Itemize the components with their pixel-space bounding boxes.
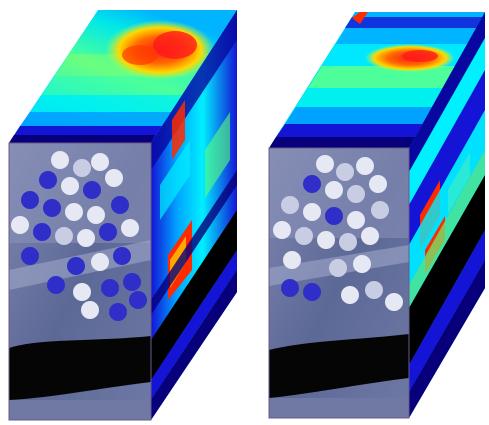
right-cube xyxy=(268,12,485,419)
right-cube-front-face xyxy=(269,148,409,418)
left-cube-side-face xyxy=(151,10,237,420)
left-cube-field-circles xyxy=(11,151,147,321)
right-cube-top-face xyxy=(269,12,485,148)
left-cube-front-face xyxy=(9,143,151,420)
right-cube-side-face xyxy=(409,12,485,418)
right-cube-field-circles xyxy=(273,155,403,311)
left-cube-top-face xyxy=(9,10,237,143)
right-cube-river xyxy=(269,334,409,398)
left-cube xyxy=(8,10,237,421)
left-cube-river xyxy=(9,336,151,400)
